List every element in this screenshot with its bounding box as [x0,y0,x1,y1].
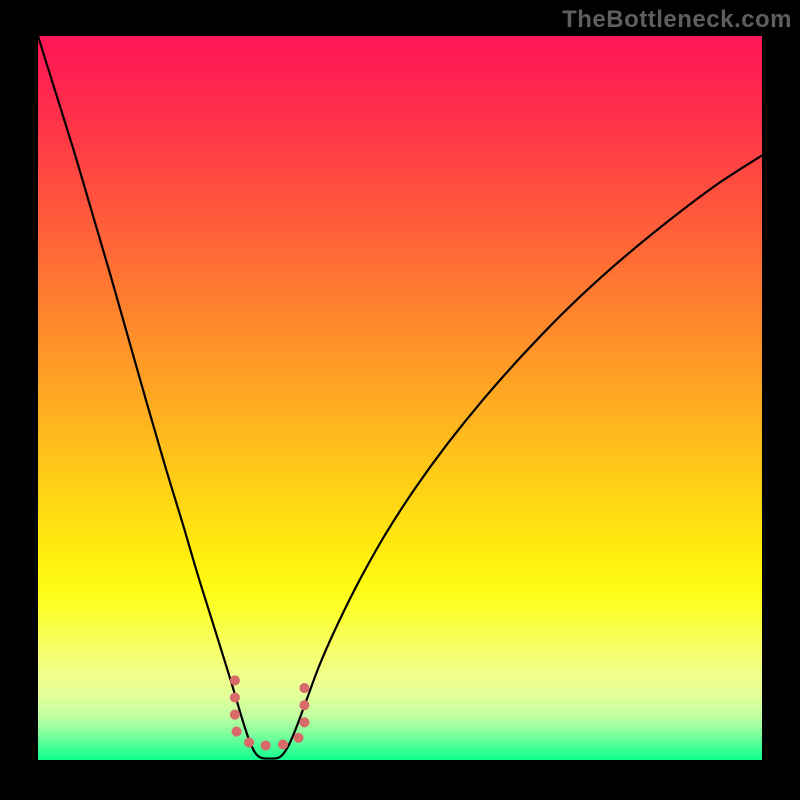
bottleneck-chart [38,36,762,760]
watermark-text: TheBottleneck.com [562,6,792,34]
chart-frame [38,36,762,760]
chart-background [38,36,762,760]
